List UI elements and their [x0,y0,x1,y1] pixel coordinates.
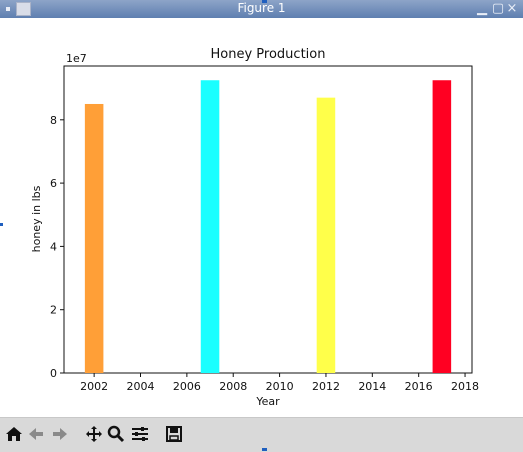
magnifier-icon [106,424,126,444]
maximize-icon[interactable]: ▢ [491,2,505,16]
sliders-icon [130,424,150,444]
back-arrow-icon [26,424,46,444]
window-title: Figure 1 [0,1,523,15]
window-controls: ▁ ▢ × [475,1,519,17]
bar-2007 [201,80,220,373]
x-tick-label: 2002 [80,380,108,393]
x-tick-label: 2012 [312,380,340,393]
navigation-toolbar [0,417,523,452]
x-tick-label: 2008 [219,380,247,393]
figure-canvas: Honey Production 1e7 2002 2004 2006 2008 201… [0,18,523,414]
top-resize-handle[interactable] [262,0,267,3]
x-tick-label: 2010 [266,380,294,393]
y-ticks-group: 0 2 4 6 8 [50,114,64,380]
minimize-icon[interactable]: ▁ [475,2,489,16]
x-tick-label: 2004 [127,380,155,393]
move-cross-icon [84,424,104,444]
configure-button[interactable] [130,424,150,444]
x-tick-label: 2016 [405,380,433,393]
x-tick-label: 2014 [358,380,386,393]
forward-button[interactable] [50,424,70,444]
x-axis-label: Year [255,395,280,408]
y-tick-label: 6 [50,177,57,190]
y-axis-label: honey in lbs [30,185,43,252]
x-tick-label: 2018 [451,380,479,393]
zoom-button[interactable] [106,424,126,444]
y-tick-label: 0 [50,367,57,380]
y-tick-label: 8 [50,114,57,127]
x-ticks-group: 2002 2004 2006 2008 2010 2012 2014 2016 2018 [80,373,479,393]
pan-button[interactable] [84,424,104,444]
home-button[interactable] [4,424,24,444]
bar-2017 [433,80,452,373]
left-resize-handle[interactable] [0,223,3,226]
bar-2002 [85,104,104,373]
close-icon[interactable]: × [505,2,519,16]
y-offset-label: 1e7 [66,52,87,65]
back-button[interactable] [26,424,46,444]
home-icon [4,424,24,444]
forward-arrow-icon [50,424,70,444]
bar-2012 [317,98,336,373]
save-button[interactable] [164,424,184,444]
chart-title: Honey Production [211,47,326,62]
x-tick-label: 2006 [173,380,201,393]
y-tick-label: 2 [50,304,57,317]
plot-frame [64,66,472,373]
y-tick-label: 4 [50,240,57,253]
bar-chart: Honey Production 1e7 2002 2004 2006 2008 201… [0,18,523,414]
floppy-disk-icon [164,424,184,444]
bars-group [85,80,451,373]
